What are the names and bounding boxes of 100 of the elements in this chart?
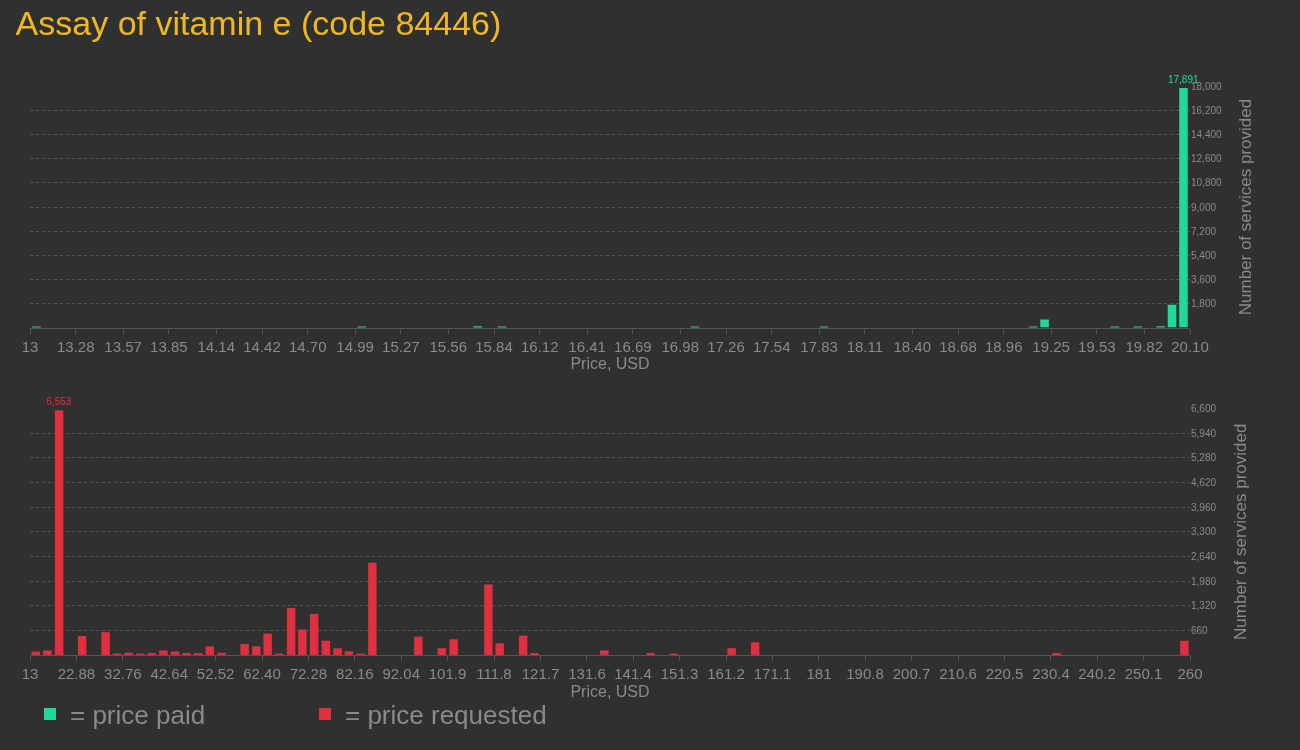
bar (124, 652, 133, 655)
x-tick-label: 17.54 (752, 337, 791, 355)
y-tick-label: 1,800 (1191, 297, 1217, 309)
x-tick-label: 15.27 (382, 337, 420, 355)
y-tick-label: 3,960 (1191, 501, 1217, 513)
x-tick-label: 101.9 (428, 664, 467, 682)
x-tick-label: 18.68 (939, 337, 977, 355)
bar (344, 651, 354, 655)
bar (263, 633, 272, 655)
x-tick-label: 14.70 (288, 337, 327, 355)
bar (31, 651, 40, 655)
bar (1040, 319, 1049, 328)
bar (252, 646, 261, 655)
y-tick-label: 14,400 (1191, 129, 1223, 141)
y-tick-label: 9,000 (1191, 201, 1217, 213)
x-tick-label: 32.76 (104, 664, 142, 682)
x-tick-label: 181 (806, 664, 832, 682)
data-label: 6,553 (46, 396, 72, 408)
y-tick-label: 12,600 (1191, 153, 1223, 165)
y-tick-label: 7,200 (1191, 225, 1217, 237)
bar (54, 410, 64, 655)
bar (1179, 88, 1188, 328)
y-axis-title: Number of services provided (1230, 423, 1250, 640)
x-tick-label: 151.3 (660, 664, 699, 682)
x-axis-title: Price, USD (570, 355, 650, 373)
bar (286, 607, 296, 655)
x-tick-label: 62.40 (243, 664, 281, 682)
x-tick-label: 161.2 (707, 664, 745, 682)
bar (449, 639, 458, 655)
x-tick-label: 14.99 (336, 337, 374, 355)
x-tick-label: 16.69 (614, 337, 652, 355)
x-tick-label: 17.83 (800, 337, 838, 355)
x-tick-label: 19.82 (1125, 337, 1164, 355)
bar (727, 648, 736, 655)
x-tick-label: 19.25 (1032, 337, 1070, 355)
bar (101, 632, 110, 655)
x-tick-label: 82.16 (336, 664, 374, 682)
x-tick-label: 15.56 (429, 337, 468, 355)
x-tick-label: 210.6 (939, 664, 977, 682)
y-tick-label: 5,940 (1191, 427, 1217, 439)
x-tick-label: 121.7 (521, 664, 560, 682)
x-tick-label: 240.2 (1078, 664, 1116, 682)
y-tick-label: 1,980 (1191, 575, 1217, 587)
x-tick-label: 17.26 (707, 337, 745, 355)
bar (333, 648, 342, 655)
bar (414, 636, 423, 655)
x-tick-label: 52.52 (196, 664, 235, 682)
y-axis-title: Number of services provided (1236, 98, 1256, 316)
x-tick-label: 14.14 (197, 337, 236, 355)
bar (321, 640, 331, 655)
x-tick-label: 15.84 (475, 337, 513, 355)
x-tick-label: 14.42 (243, 337, 281, 355)
x-tick-label: 20.10 (1171, 337, 1209, 355)
y-tick-label: 1,320 (1191, 600, 1217, 612)
bar (437, 648, 447, 655)
bar (495, 643, 504, 655)
bar (518, 635, 528, 655)
y-tick-label: 5,400 (1191, 249, 1217, 261)
bar (1180, 640, 1189, 655)
y-tick-label: 2,640 (1191, 550, 1217, 562)
bar (1167, 304, 1177, 328)
x-tick-label: 141.4 (614, 664, 652, 682)
y-tick-label: 660 (1191, 624, 1209, 636)
x-tick-label: 171.1 (753, 664, 792, 682)
x-tick-label: 230.4 (1032, 664, 1070, 682)
x-tick-label: 72.28 (289, 664, 328, 682)
y-tick-label: 3,300 (1191, 526, 1217, 538)
bar (484, 584, 493, 655)
x-axis-title: Price, USD (570, 682, 650, 700)
x-tick-label: 13.85 (150, 337, 188, 355)
x-tick-label: 18.11 (846, 337, 884, 355)
x-tick-label: 18.96 (984, 337, 1023, 355)
x-tick-label: 13.57 (104, 337, 142, 355)
bar (217, 652, 226, 655)
x-tick-label: 220.5 (985, 664, 1024, 682)
x-tick-label: 131.6 (568, 664, 606, 682)
x-tick-label: 42.64 (150, 664, 188, 682)
x-tick-label: 16.41 (568, 337, 606, 355)
x-tick-label: 16.12 (520, 337, 559, 355)
bar (205, 646, 215, 655)
y-tick-label: 5,280 (1191, 452, 1217, 464)
x-tick-label: 111.8 (476, 664, 512, 682)
bar (368, 562, 377, 655)
x-tick-label: 200.7 (892, 664, 931, 682)
x-tick-label: 13.28 (56, 337, 95, 355)
y-tick-label: 10,800 (1191, 177, 1223, 189)
bar (43, 650, 52, 655)
bar (240, 644, 249, 655)
x-tick-label: 19.53 (1078, 337, 1116, 355)
x-tick-label: 18.40 (893, 337, 932, 355)
y-tick-label: 3,600 (1191, 273, 1217, 285)
x-tick-label: 190.8 (846, 664, 884, 682)
x-tick-label: 13 (21, 664, 39, 682)
y-tick-label: 6,600 (1191, 403, 1217, 415)
legend-label: = price paid (70, 700, 206, 731)
bar (77, 635, 87, 655)
bar (750, 642, 760, 655)
x-tick-label: 92.04 (382, 664, 420, 682)
x-tick-label: 22.88 (57, 664, 96, 682)
legend-label: = price requested (345, 700, 547, 731)
